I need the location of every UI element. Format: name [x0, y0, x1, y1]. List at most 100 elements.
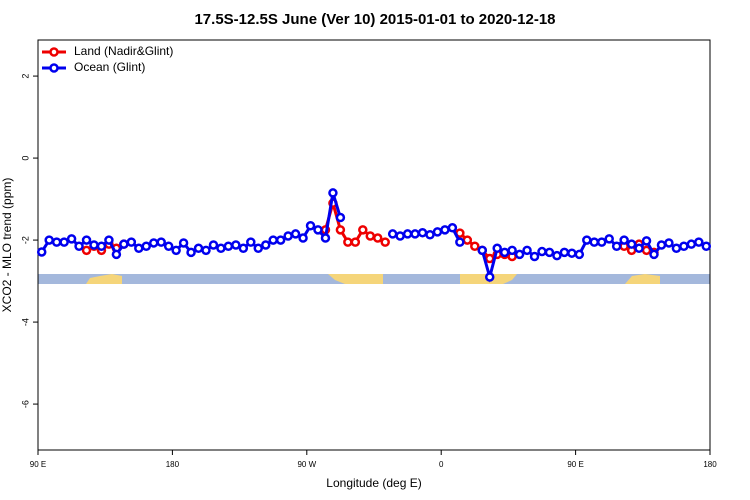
data-point: [477, 245, 488, 256]
data-point: [484, 272, 495, 282]
data-point: [260, 240, 271, 250]
data-point: [432, 227, 443, 237]
data-point: [275, 235, 286, 245]
data-point: [455, 237, 465, 247]
data-point: [36, 247, 47, 257]
data-point: [178, 238, 189, 248]
data-point: [51, 237, 62, 247]
data-point: [171, 245, 181, 256]
data-point: [74, 241, 84, 251]
data-point: [156, 237, 166, 247]
legend-marker: [49, 63, 59, 73]
data-point: [313, 225, 323, 235]
data-point: [619, 235, 629, 245]
x-tick-label: 90 E: [567, 460, 583, 469]
data-point: [141, 241, 152, 251]
data-point: [268, 235, 278, 245]
data-point: [694, 237, 704, 247]
y-tick-label: -4: [20, 318, 30, 326]
data-point: [111, 249, 122, 260]
data-point: [470, 241, 480, 251]
data-point: [89, 240, 99, 250]
y-tick-label: 2: [20, 74, 30, 79]
data-point: [231, 240, 241, 250]
data-point: [529, 251, 540, 262]
data-point: [290, 229, 301, 239]
data-point: [410, 229, 420, 239]
data-point: [216, 243, 226, 254]
x-tick-label: 180: [166, 460, 180, 469]
data-point: [671, 243, 682, 254]
y-tick-label: 0: [20, 156, 30, 161]
data-point: [679, 241, 689, 251]
data-point: [134, 243, 144, 254]
data-point: [163, 241, 174, 251]
data-point: [328, 188, 338, 198]
data-point: [664, 238, 674, 248]
legend-label: Ocean (Glint): [74, 60, 145, 74]
data-point: [193, 243, 204, 254]
data-point: [447, 223, 458, 233]
data-point: [238, 243, 249, 254]
data-point: [44, 235, 54, 245]
data-point: [305, 220, 316, 231]
y-axis-label: XCO2 - MLO trend (ppm): [0, 178, 14, 313]
data-point: [320, 233, 331, 243]
data-point: [126, 237, 137, 247]
data-point: [649, 249, 659, 260]
data-point: [365, 231, 376, 241]
data-point: [298, 233, 308, 243]
data-point: [395, 231, 405, 241]
data-point: [544, 247, 555, 258]
legend-marker: [49, 47, 59, 57]
data-point: [484, 253, 495, 264]
data-point: [335, 225, 346, 235]
data-point: [440, 225, 450, 235]
chart-title: 17.5S-12.5S June (Ver 10) 2015-01-01 to …: [194, 11, 555, 28]
data-point: [343, 237, 353, 247]
legend-label: Land (Nadir&Glint): [74, 44, 173, 58]
data-point: [81, 245, 92, 256]
data-point: [574, 249, 585, 260]
data-point: [335, 212, 346, 223]
data-point: [522, 245, 532, 256]
data-point: [253, 243, 264, 254]
y-tick-label: -2: [20, 236, 30, 244]
land-patch: [86, 274, 122, 284]
x-tick-label: 180: [703, 460, 717, 469]
data-point: [104, 235, 114, 245]
data-point: [492, 243, 502, 254]
data-point: [201, 245, 211, 256]
data-point: [186, 247, 196, 258]
data-point: [656, 240, 667, 250]
data-point: [358, 225, 368, 235]
data-point: [499, 247, 510, 258]
data-point: [701, 241, 712, 251]
map-strip: [38, 274, 710, 284]
data-point: [567, 248, 577, 258]
data-point: [387, 229, 398, 239]
land-patch: [328, 274, 383, 284]
data-point: [417, 227, 428, 238]
data-point: [634, 243, 644, 254]
data-point: [96, 241, 107, 251]
data-point: [589, 237, 600, 247]
data-point: [641, 236, 652, 246]
data-point: [81, 235, 92, 245]
data-point: [223, 241, 234, 251]
data-point: [425, 230, 435, 240]
data-point: [283, 231, 293, 241]
data-point: [552, 250, 562, 261]
data-point: [514, 249, 525, 260]
data-point: [402, 229, 413, 239]
data-point: [66, 234, 77, 244]
data-point: [350, 237, 361, 247]
data-point: [246, 237, 256, 247]
x-tick-label: 0: [439, 460, 444, 469]
data-point: [611, 241, 622, 251]
data-point: [119, 239, 129, 249]
x-tick-label: 90 E: [30, 460, 46, 469]
data-point: [686, 239, 697, 249]
data-point: [208, 240, 219, 250]
